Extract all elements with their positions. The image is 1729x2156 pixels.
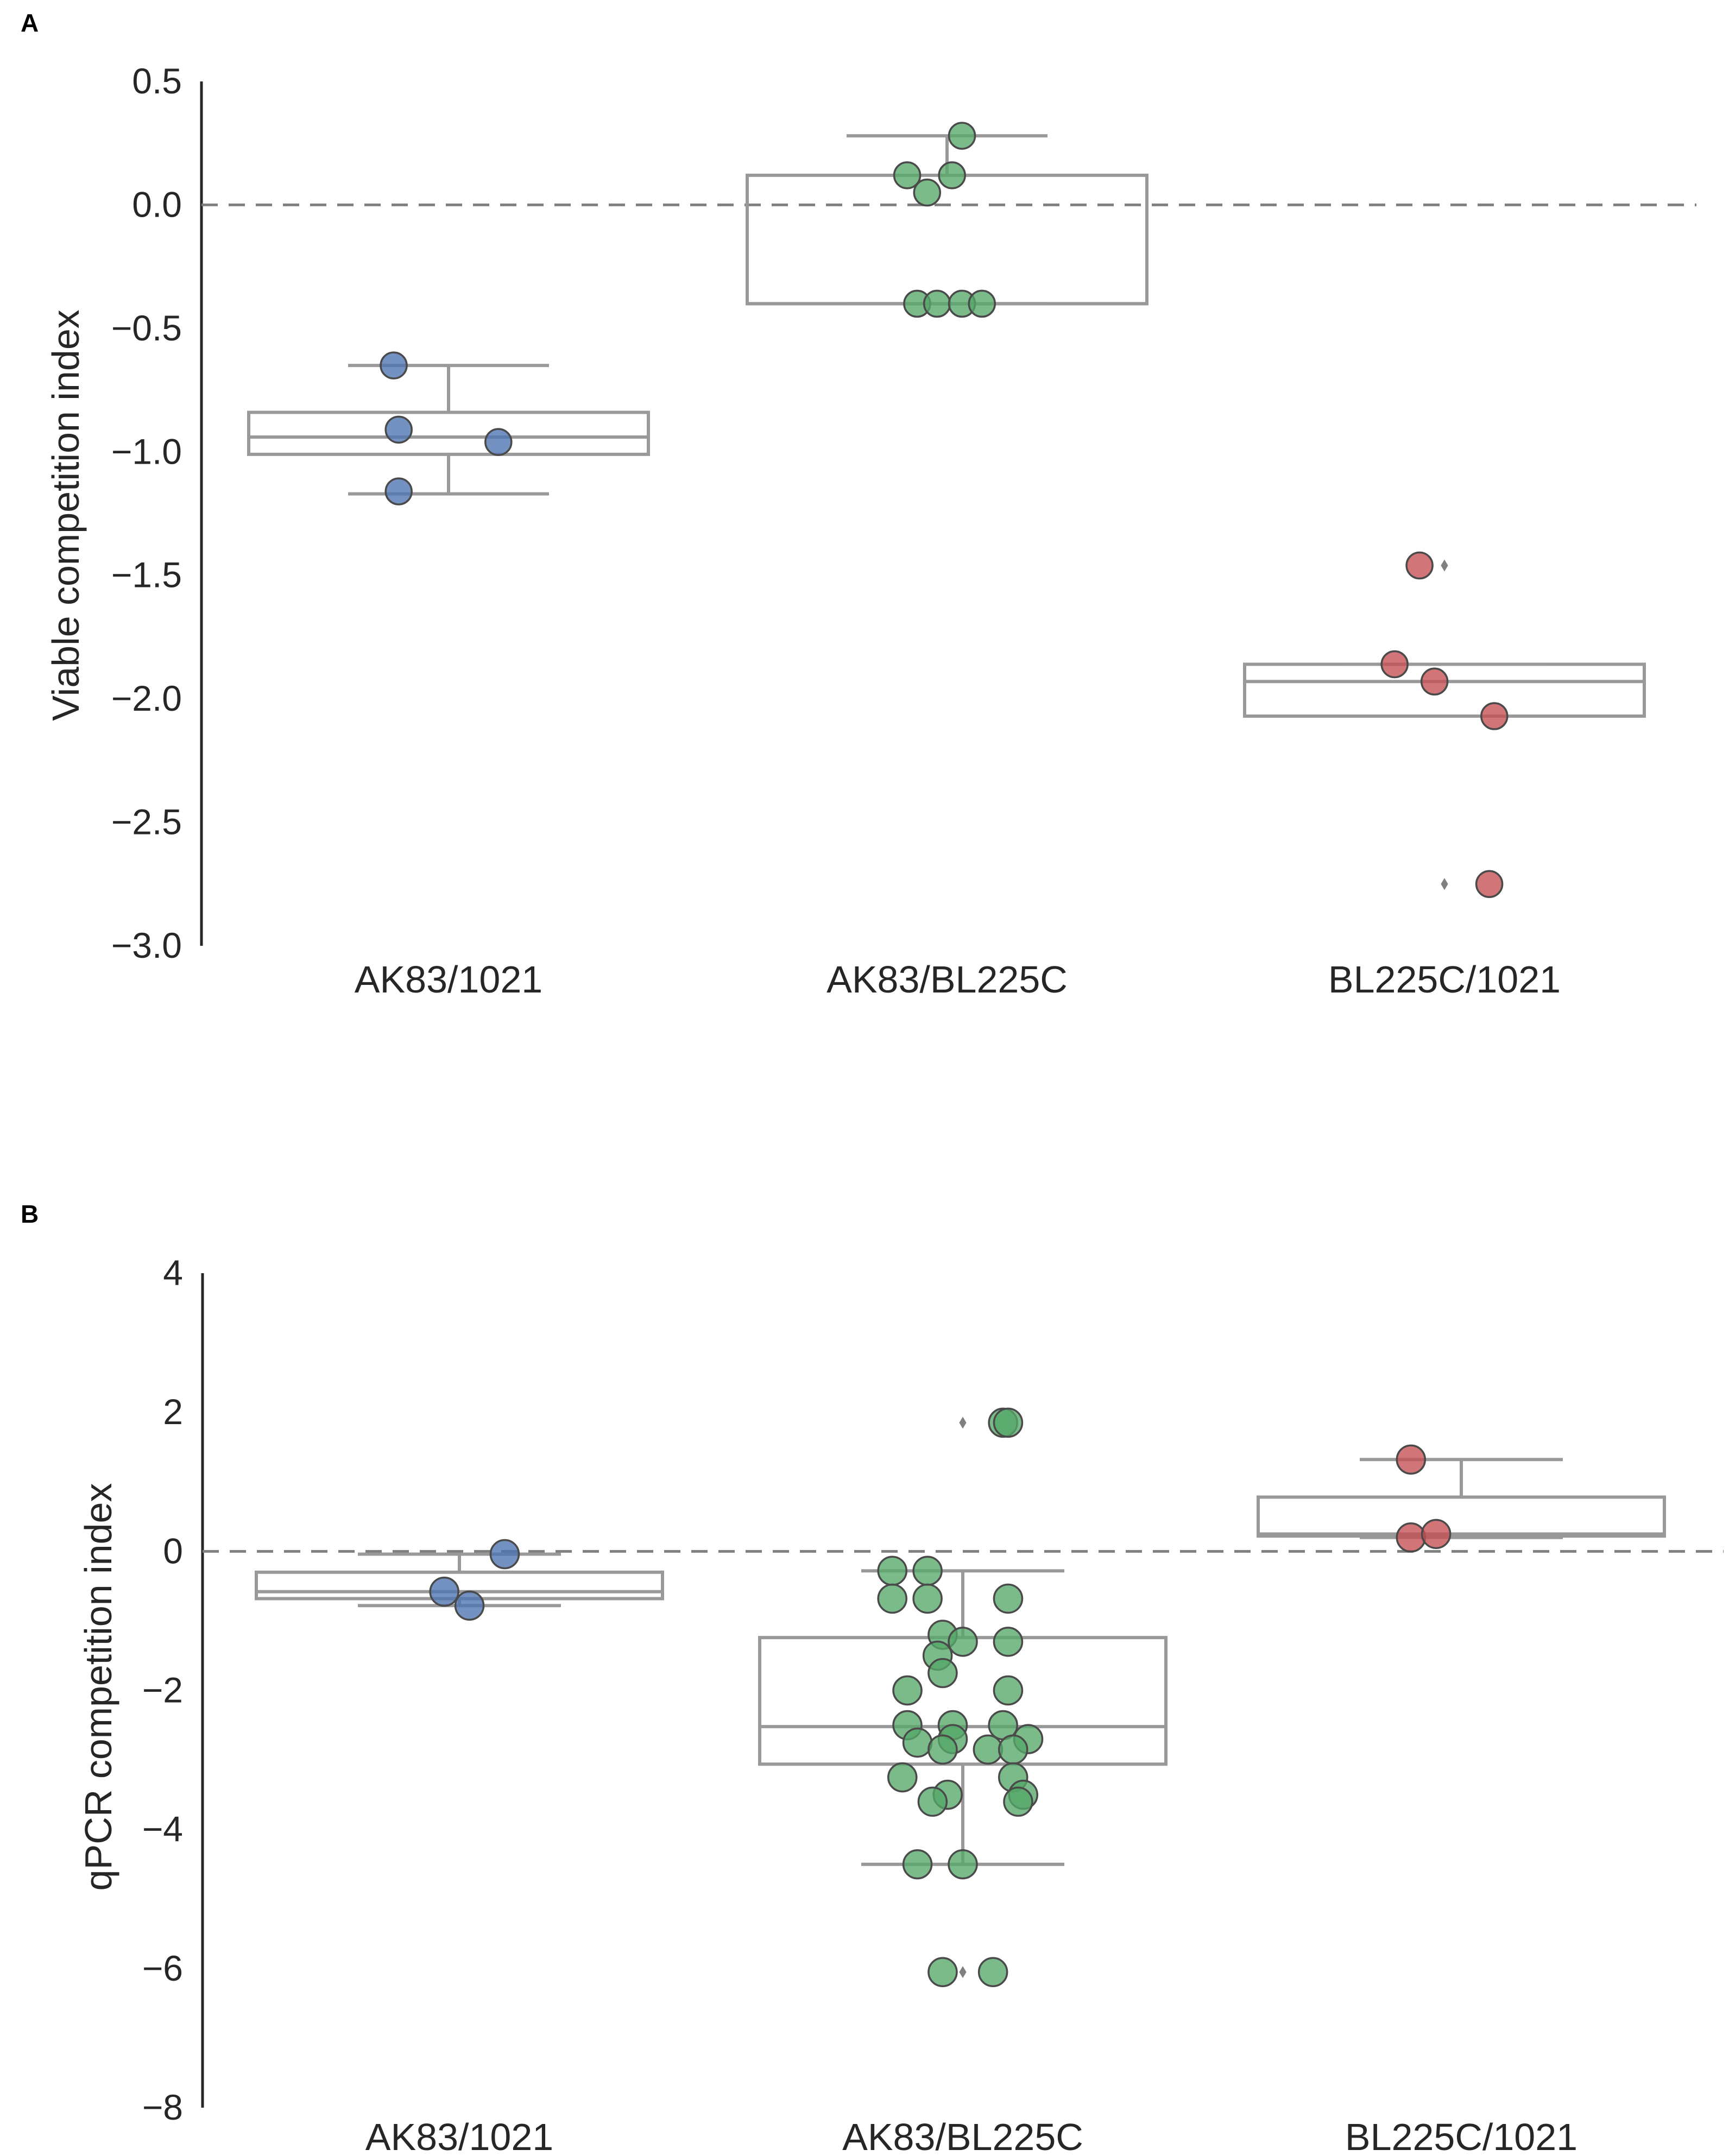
panel-b-y-tick-label: −6: [142, 1948, 183, 1988]
panel-a-group-ak83-1021-data-point: [380, 351, 408, 380]
panel-a-group-bl225c-1021-data-point: [1420, 667, 1449, 696]
panel-a-group-ak83-bl225c-data-point: [948, 122, 976, 150]
panel-b-y-tick-label: −4: [142, 1809, 183, 1849]
panel-a-group-bl225c-1021-outlier-marker: [1441, 559, 1448, 572]
panel-b-group-ak83-bl225c-data-point: [917, 1786, 948, 1817]
panel-a-y-tick-label: −2.5: [111, 802, 182, 842]
panel-a-x-categories: AK83/1021 AK83/BL225C BL225C/1021: [355, 958, 1561, 1001]
panel-a-group-ak83-bl225c: [746, 122, 1149, 318]
panel-b-group-ak83-bl225c-data-point: [927, 1957, 958, 1987]
panel-b-y-axis-label: qPCR competition index: [77, 1483, 119, 1891]
panel-b-y-tick-label: 4: [163, 1253, 183, 1293]
panel-b-group-ak83-bl225c: [758, 1407, 1168, 1987]
panel-b-group-ak83-bl225c-data-point: [993, 1675, 1024, 1706]
panel-a-group-ak83-bl225c-data-point: [923, 289, 951, 318]
panel-b-y-tick-label: −2: [142, 1670, 183, 1710]
panel-a-group-ak83-1021: [247, 351, 650, 505]
panel-b-y-ticks: 4 2 0 −2 −4 −6 −8: [142, 1253, 183, 2127]
panel-a-group-bl225c-1021-data-point: [1480, 702, 1509, 730]
panel-b-group-ak83-bl225c-data-point: [912, 1583, 943, 1614]
panel-a-category-ak83-1021: AK83/1021: [355, 958, 542, 1001]
panel-a-group-bl225c-1021: [1243, 551, 1646, 899]
panel-b-chart: B qPCR competition index 4 2 0 −2 −4 −6 −8 AK8…: [21, 1200, 1724, 2156]
panel-b-group-ak83-1021-data-point: [454, 1590, 485, 1621]
panel-a-group-ak83-bl225c-data-point: [893, 161, 922, 189]
panel-b-group-ak83-1021-data-point: [489, 1539, 520, 1570]
panel-b-group-ak83-bl225c-data-point: [877, 1556, 907, 1586]
panel-b-group-ak83-bl225c-data-point: [998, 1734, 1028, 1765]
panel-b-label: B: [21, 1200, 39, 1228]
panel-b-group-ak83-bl225c-data-point: [977, 1957, 1008, 1987]
panel-a-group-bl225c-1021-data-point: [1475, 870, 1504, 899]
panel-b-group-ak83-bl225c-data-point: [973, 1734, 1004, 1765]
panel-b-group-ak83-bl225c-data-point: [902, 1849, 933, 1880]
panel-b-group-ak83-bl225c-outlier-marker: [959, 1417, 967, 1429]
panel-a-y-tick-label: −0.5: [111, 308, 182, 348]
panel-a-y-tick-label: −3.0: [111, 925, 182, 965]
panel-a-chart: A Viable competition index 0.5 0.0 −0.5 −1.…: [21, 9, 1696, 1001]
panel-a-y-tick-label: −1.0: [111, 431, 182, 471]
panel-a-group-bl225c-1021-data-point: [1380, 650, 1409, 679]
panel-b-y-tick-label: 0: [163, 1531, 183, 1571]
panel-a-group-ak83-1021-data-point: [384, 477, 413, 505]
panel-b-group-ak83-1021-data-point: [429, 1576, 459, 1607]
panel-b-group-ak83-bl225c-data-point: [948, 1627, 978, 1657]
panel-a-group-ak83-1021-data-point: [484, 428, 513, 456]
panel-a-category-bl225c-1021: BL225C/1021: [1328, 958, 1561, 1001]
panel-a-y-tick-label: 0.5: [132, 61, 182, 101]
panel-a-y-axis-label: Viable competition index: [45, 309, 87, 721]
panel-b-category-ak83-bl225c: AK83/BL225C: [842, 2116, 1083, 2156]
panel-b-y-tick-label: 2: [163, 1392, 183, 1432]
panel-b-group-ak83-bl225c-data-point: [927, 1658, 958, 1689]
panel-a-group-bl225c-1021-outlier-marker: [1441, 878, 1448, 890]
panel-b-group-ak83-bl225c-data-point: [1003, 1786, 1033, 1817]
panel-b-group-ak83-bl225c-data-point: [948, 1849, 978, 1880]
panel-b-group-ak83-bl225c-data-point: [993, 1407, 1024, 1438]
panel-a-group-ak83-1021-data-point: [384, 415, 413, 444]
panel-a-category-ak83-bl225c: AK83/BL225C: [826, 958, 1068, 1001]
panel-b-group-ak83-bl225c-data-point: [877, 1583, 907, 1614]
panel-b-group-bl225c-1021-data-point: [1421, 1519, 1452, 1550]
panel-b-group-ak83-bl225c-data-point: [892, 1675, 923, 1706]
panel-b-group-ak83-1021: [255, 1539, 664, 1621]
panel-a-y-tick-label: −1.5: [111, 555, 182, 595]
panel-b-category-bl225c-1021: BL225C/1021: [1345, 2116, 1577, 2156]
panel-a-group-bl225c-1021-box: [1243, 662, 1646, 718]
panel-a-y-tick-label: −2.0: [111, 678, 182, 718]
panel-b-group-ak83-bl225c-outlier-marker: [959, 1966, 967, 1978]
panel-a-y-ticks: 0.5 0.0 −0.5 −1.0 −1.5 −2.0 −2.5 −3.0: [111, 61, 182, 965]
panel-b-group-bl225c-1021-data-point: [1396, 1522, 1427, 1553]
panel-b-group-bl225c-1021: [1257, 1444, 1666, 1553]
panel-b-group-bl225c-1021-box: [1257, 1495, 1666, 1538]
panel-b-category-ak83-1021: AK83/1021: [365, 2116, 553, 2156]
panel-b-y-tick-label: −8: [142, 2087, 183, 2127]
panel-b-group-ak83-bl225c-data-point: [912, 1556, 943, 1586]
panel-b-group-ak83-bl225c-data-point: [887, 1762, 918, 1793]
panel-b-groups: [255, 1407, 1666, 1987]
panel-b-group-bl225c-1021-data-point: [1396, 1444, 1427, 1475]
panel-a-groups: [247, 122, 1646, 899]
panel-a-group-ak83-bl225c-data-point: [938, 161, 966, 189]
panel-a-y-tick-label: 0.0: [132, 184, 182, 224]
panel-a-group-bl225c-1021-data-point: [1405, 551, 1434, 580]
panel-b-x-categories: AK83/1021 AK83/BL225C BL225C/1021: [365, 2116, 1577, 2156]
panel-a-group-ak83-bl225c-data-point: [968, 289, 996, 318]
panel-b-group-ak83-bl225c-data-point: [993, 1627, 1024, 1657]
panel-a-label: A: [21, 9, 39, 37]
panel-a-group-ak83-bl225c-data-point: [913, 178, 942, 207]
panel-b-group-ak83-bl225c-data-point: [927, 1734, 958, 1765]
panel-b-group-ak83-bl225c-data-point: [993, 1583, 1024, 1614]
panel-a-group-ak83-1021-box: [247, 410, 650, 456]
panel-b-group-ak83-bl225c-data-point: [902, 1727, 933, 1758]
